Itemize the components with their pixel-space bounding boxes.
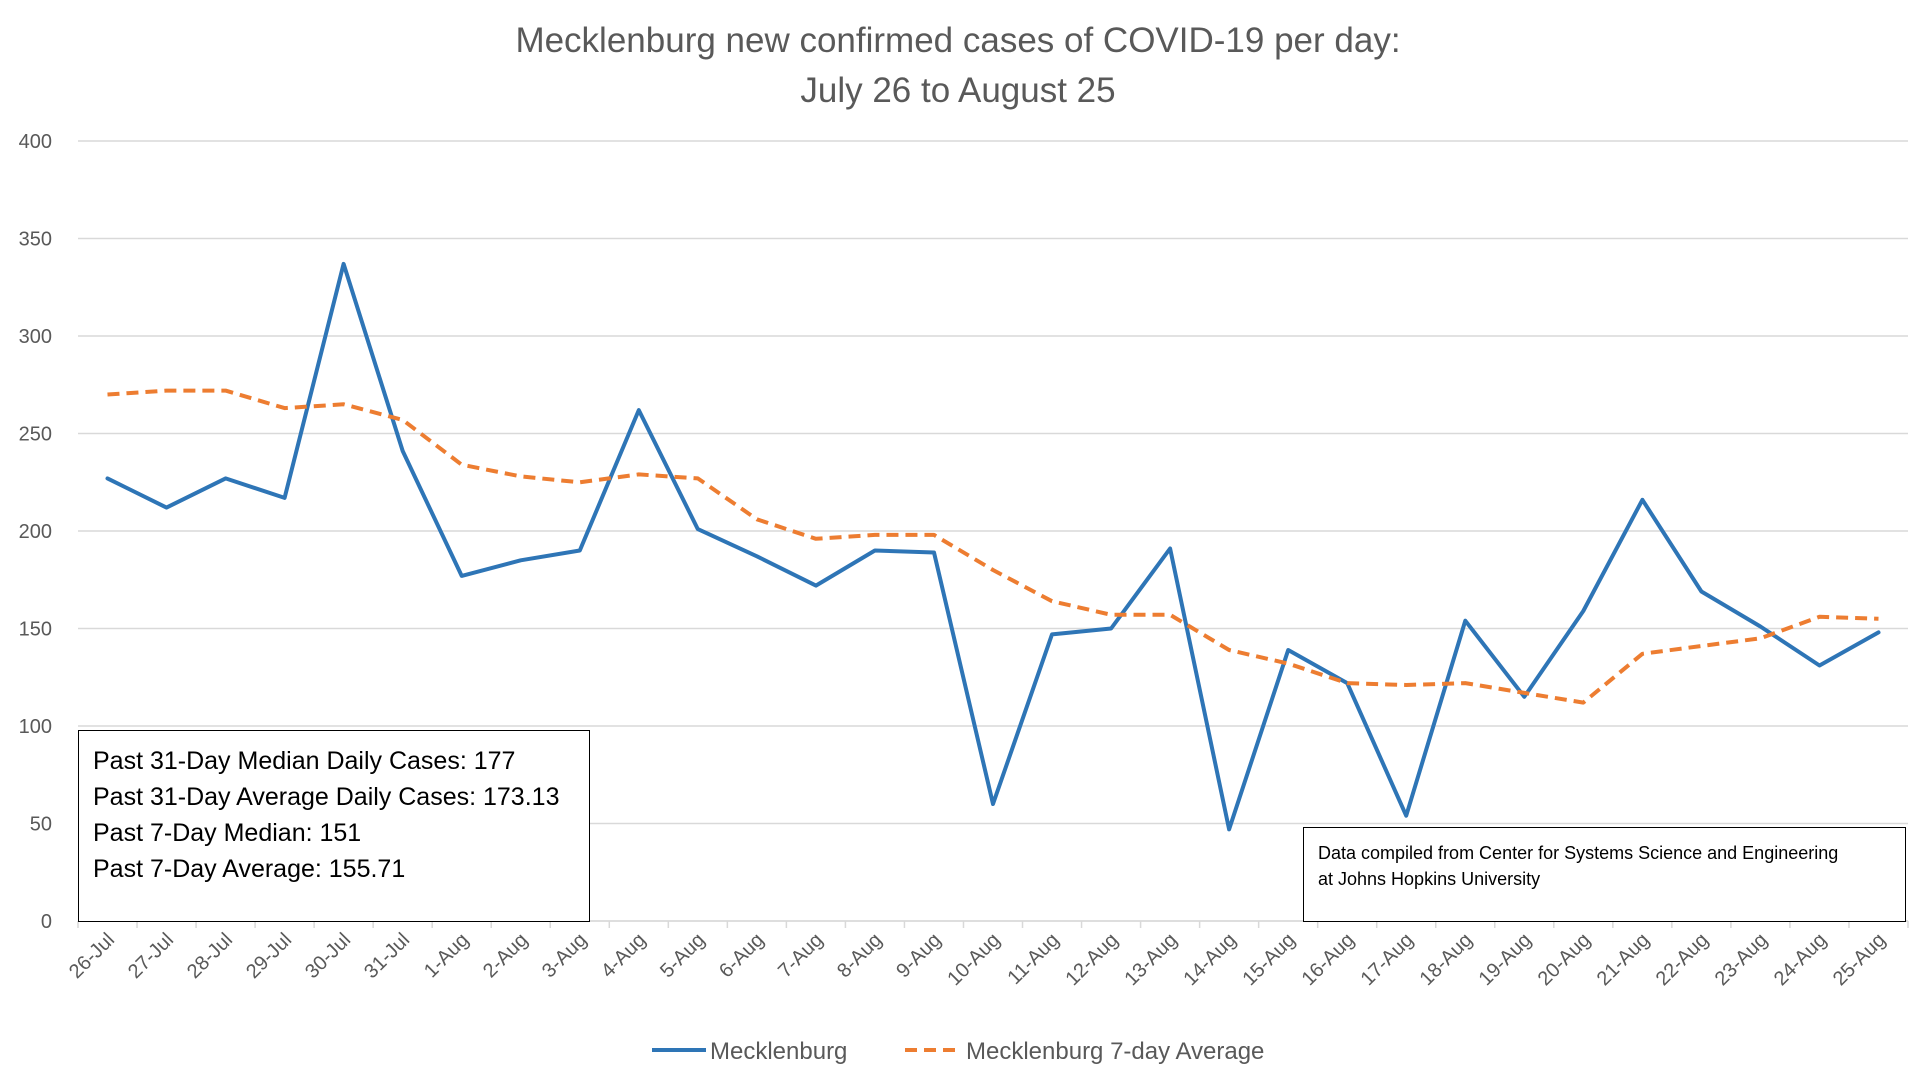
chart-title-line-2: July 26 to August 25	[800, 71, 1115, 110]
x-tick-label: 1-Aug	[420, 929, 473, 982]
x-tick-label: 21-Aug	[1593, 929, 1654, 990]
y-tick-label: 150	[19, 619, 52, 641]
y-tick-label: 350	[19, 229, 52, 251]
y-axis-tick-labels: 0 50 100 150 200 250 300 350 400	[19, 131, 52, 933]
x-tick-label: 5-Aug	[656, 929, 709, 982]
x-tick-label: 11-Aug	[1003, 929, 1063, 989]
x-tick-label: 16-Aug	[1298, 929, 1359, 990]
x-tick-label: 4-Aug	[597, 929, 650, 982]
x-tick-label: 12-Aug	[1061, 929, 1122, 990]
x-tick-label: 2-Aug	[479, 929, 532, 982]
x-tick-label: 30-Jul	[301, 929, 355, 983]
x-tick-label: 15-Aug	[1239, 929, 1300, 990]
y-tick-label: 400	[19, 131, 52, 153]
legend: Mecklenburg Mecklenburg 7-day Average	[652, 1038, 1264, 1065]
y-tick-label: 0	[41, 911, 52, 933]
source-line-1: Data compiled from Center for Systems Sc…	[1318, 843, 1839, 863]
x-tick-label: 18-Aug	[1416, 929, 1477, 990]
data-source-note: Data compiled from Center for Systems Sc…	[1303, 827, 1906, 922]
x-tick-label: 10-Aug	[943, 929, 1004, 990]
x-tick-label: 6-Aug	[715, 929, 768, 982]
stats-line-7day-median: Past 7-Day Median: 151	[93, 819, 362, 847]
stats-line-31day-average: Past 31-Day Average Daily Cases: 173.13	[93, 783, 560, 811]
x-tick-label: 22-Aug	[1652, 929, 1713, 990]
legend-label-mecklenburg: Mecklenburg	[710, 1038, 847, 1065]
stats-summary-box: Past 31-Day Median Daily Cases: 177 Past…	[78, 730, 590, 922]
y-tick-label: 50	[30, 814, 52, 836]
x-tick-label: 9-Aug	[892, 929, 945, 982]
x-tick-label: 23-Aug	[1711, 929, 1772, 990]
source-line-2: at Johns Hopkins University	[1318, 869, 1541, 889]
x-tick-label: 8-Aug	[833, 929, 886, 982]
series-line-1	[107, 388, 1879, 705]
x-tick-label: 17-Aug	[1357, 929, 1418, 990]
series-layer	[105, 261, 1881, 832]
x-tick-label: 29-Jul	[242, 929, 296, 983]
y-tick-label: 300	[19, 326, 52, 348]
x-tick-label: 24-Aug	[1770, 929, 1831, 990]
x-tick-label: 25-Aug	[1829, 929, 1890, 990]
x-tick-label: 26-Jul	[65, 929, 119, 983]
x-tick-label: 19-Aug	[1475, 929, 1536, 990]
stats-line-7day-average: Past 7-Day Average: 155.71	[93, 855, 406, 883]
x-tick-label: 27-Jul	[124, 929, 178, 983]
y-tick-label: 100	[19, 716, 52, 738]
x-tick-label: 3-Aug	[538, 929, 591, 982]
x-tick-label: 20-Aug	[1534, 929, 1595, 990]
legend-label-7day-average: Mecklenburg 7-day Average	[966, 1038, 1264, 1065]
x-tick-label: 31-Jul	[360, 929, 414, 983]
y-tick-label: 250	[19, 424, 52, 446]
x-axis-tick-labels: 26-Jul 27-Jul 28-Jul 29-Jul 30-Jul 31-Jul 1-Au…	[65, 929, 1890, 990]
x-tick-label: 7-Aug	[774, 929, 827, 982]
x-tick-label: 28-Jul	[183, 929, 237, 983]
stats-line-31day-median: Past 31-Day Median Daily Cases: 177	[93, 747, 516, 775]
x-tick-label: 14-Aug	[1179, 929, 1240, 990]
y-tick-label: 200	[19, 521, 52, 543]
chart-title-line-1: Mecklenburg new confirmed cases of COVID…	[515, 21, 1400, 60]
series-line-0	[105, 261, 1881, 832]
x-tick-label: 13-Aug	[1120, 929, 1181, 990]
gridlines	[77, 140, 1909, 928]
